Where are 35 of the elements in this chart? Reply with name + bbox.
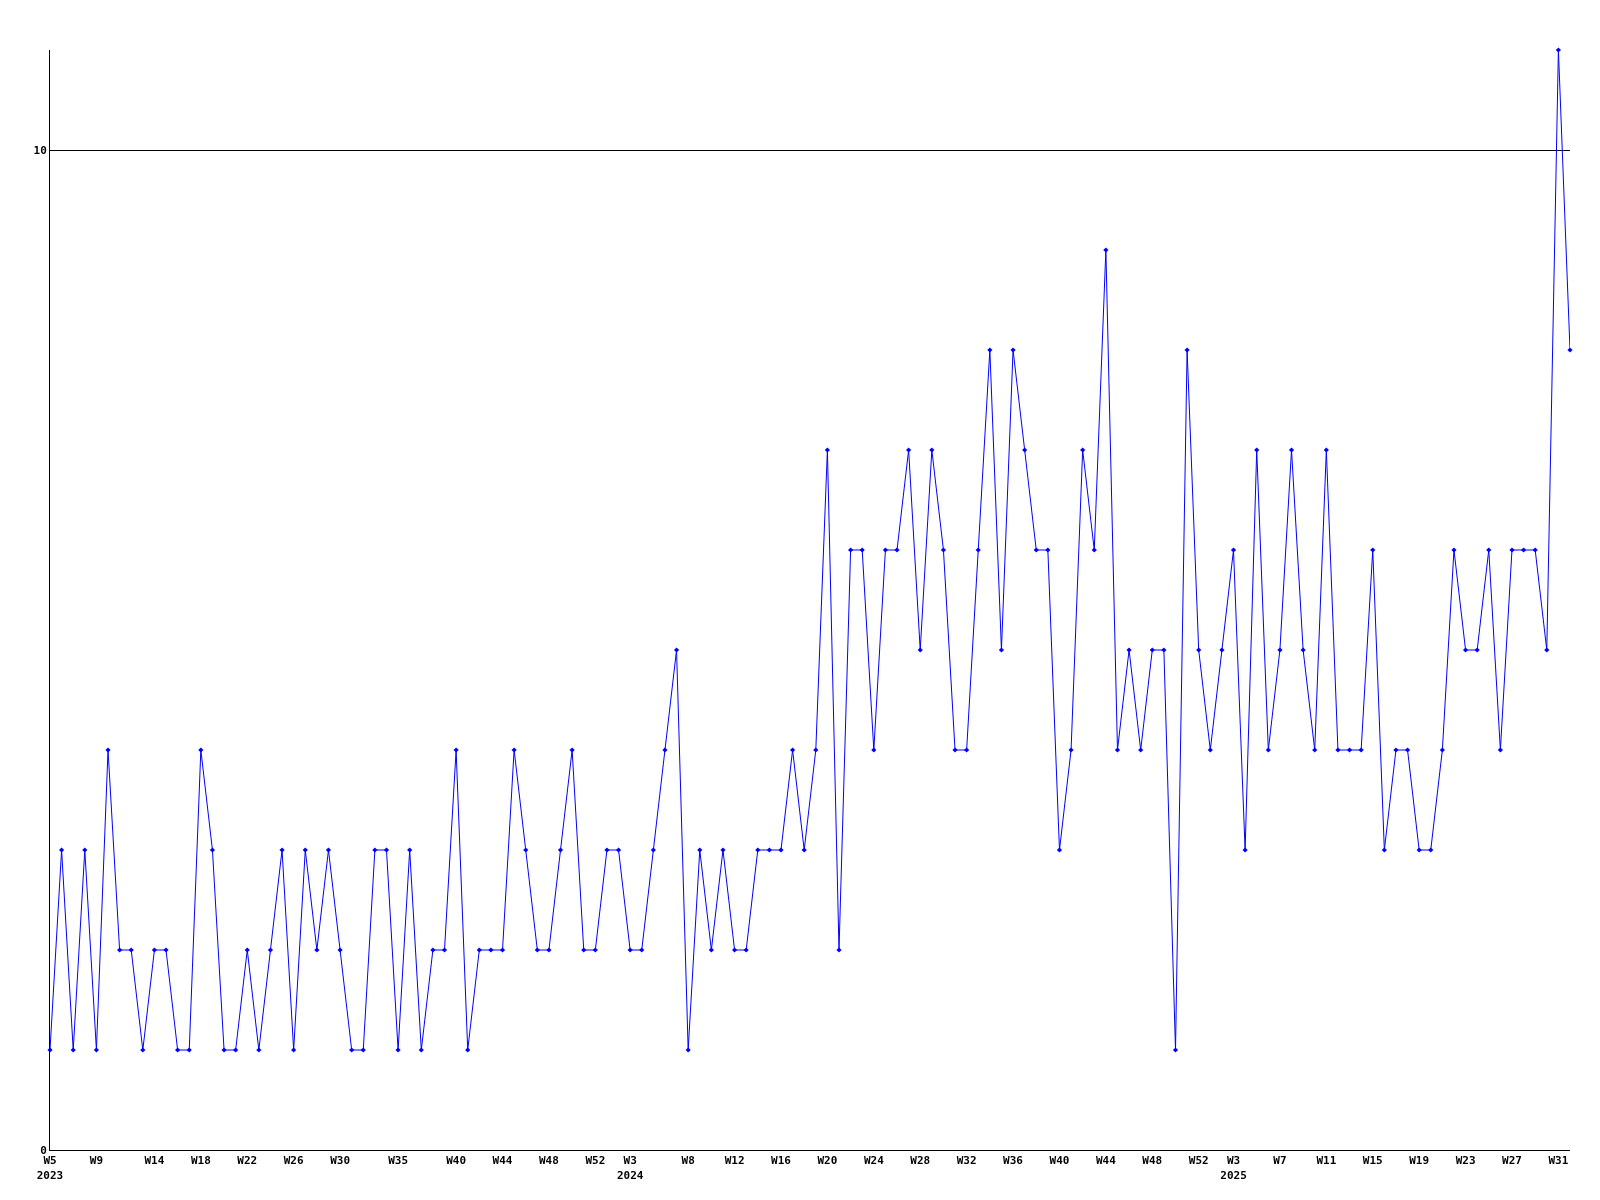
x-tick-label: W48: [1142, 1154, 1163, 1168]
x-tick-label: W23: [1455, 1154, 1476, 1168]
x-tick-label: W3 2025: [1220, 1154, 1247, 1182]
x-tick-label: W44: [1095, 1154, 1117, 1168]
x-tick-label: W32: [956, 1154, 977, 1168]
x-tick-label: W40: [446, 1154, 467, 1168]
y-tick-label: 0: [40, 1143, 47, 1157]
x-tick-label: W19: [1409, 1154, 1430, 1168]
x-tick-label: W18: [190, 1154, 211, 1168]
x-tick-label: W7: [1273, 1154, 1287, 1168]
x-tick-label: W11: [1316, 1154, 1337, 1168]
x-tick-label: W36: [1003, 1154, 1024, 1168]
x-tick-label: W24: [863, 1154, 885, 1168]
x-tick-label: W30: [330, 1154, 351, 1168]
x-tick-label: W3 2024: [616, 1154, 644, 1182]
x-tick-label: W35: [388, 1154, 409, 1168]
x-tick-label: W5 2023: [36, 1154, 64, 1182]
x-tick-label: W12: [724, 1154, 745, 1168]
x-tick-label: W31: [1548, 1154, 1569, 1168]
y-tick-label: 10: [33, 143, 47, 157]
x-tick-label: W44: [492, 1154, 513, 1168]
x-tick-label: W48: [538, 1154, 559, 1168]
x-tick-label: W8: [681, 1154, 695, 1168]
x-tick-label: W26: [283, 1154, 304, 1168]
x-tick-label: W20: [817, 1154, 838, 1168]
x-tick-label: W52: [585, 1154, 606, 1168]
x-tick-label: W22: [237, 1154, 258, 1168]
x-tick-label: W16: [771, 1154, 792, 1168]
x-tick-label: W27: [1502, 1154, 1522, 1168]
x-tick-label: W14: [144, 1154, 165, 1168]
x-tick-label: W40: [1049, 1154, 1070, 1168]
x-tick-label: W52: [1188, 1154, 1209, 1168]
x-tick-label: W15: [1362, 1154, 1383, 1168]
x-tick-label: W28: [910, 1154, 931, 1168]
x-tick-label: W9: [89, 1154, 104, 1168]
